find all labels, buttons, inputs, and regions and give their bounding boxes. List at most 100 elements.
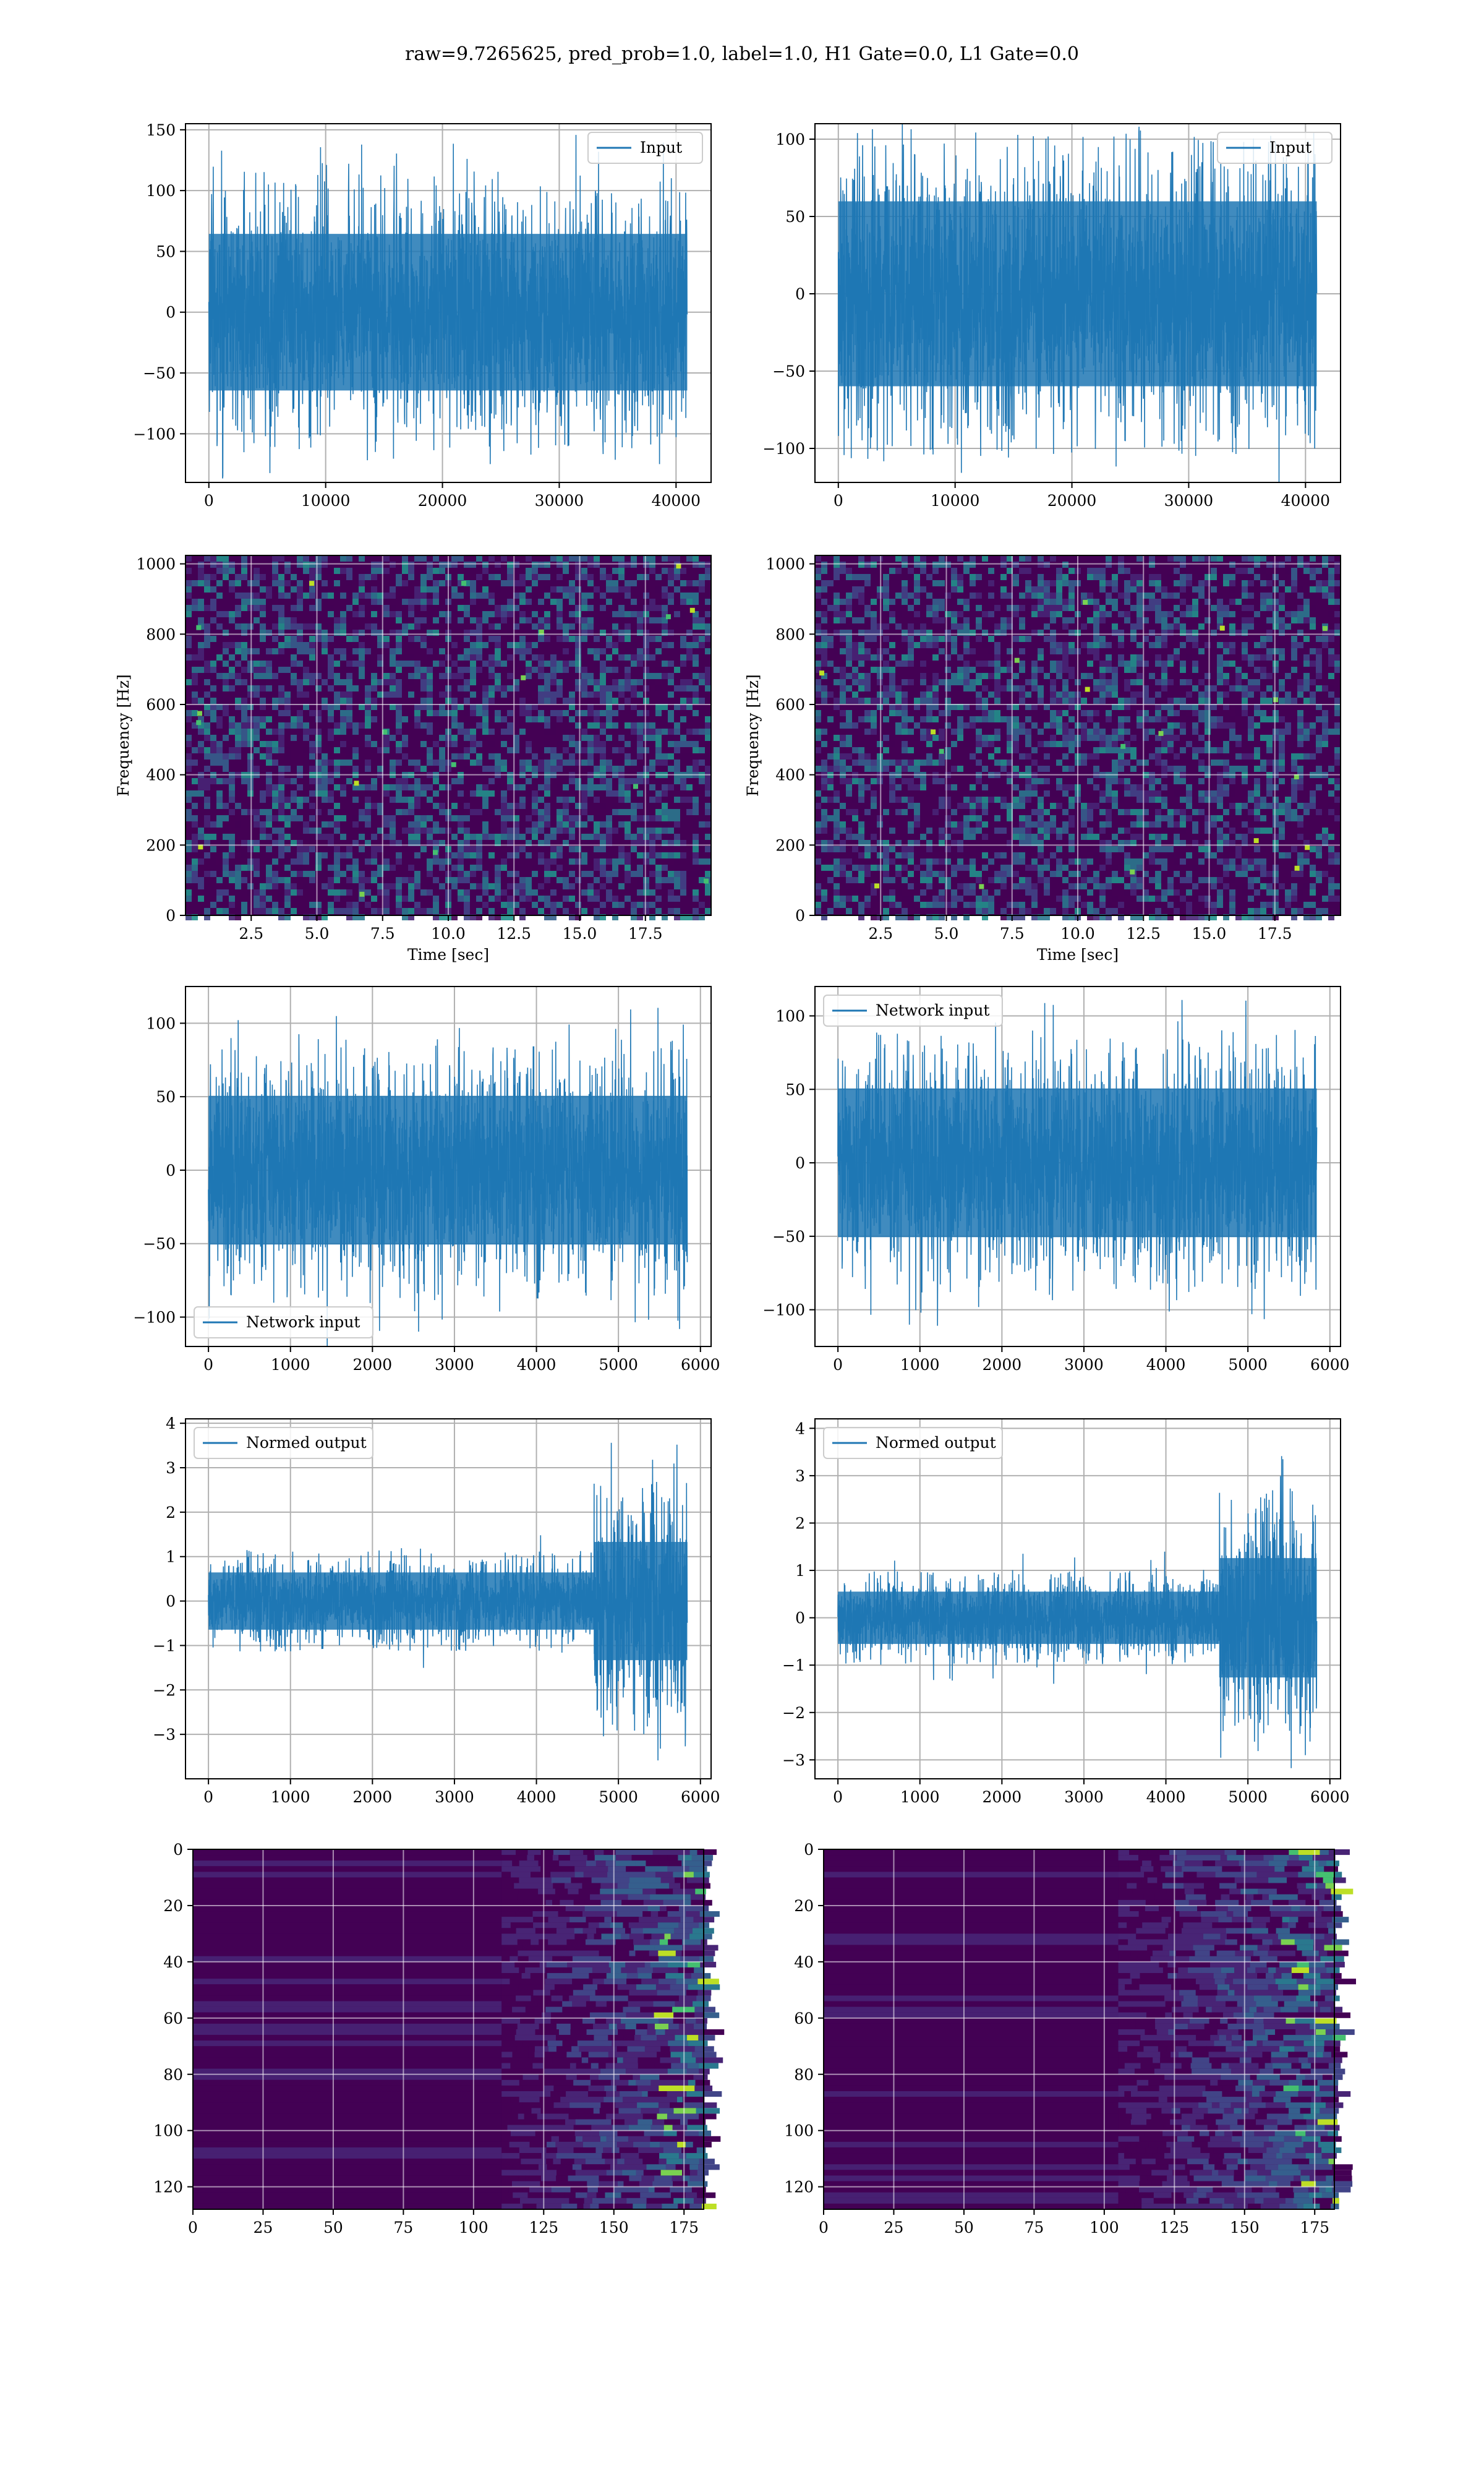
heatmap-cell: [864, 716, 871, 722]
heatmap-cell: [458, 574, 464, 580]
heatmap-cell: [821, 778, 827, 784]
heatmap-cell: [291, 673, 297, 679]
heatmap-cell: [939, 648, 945, 654]
heatmap-cell: [569, 858, 575, 865]
heatmap-cell: [1136, 679, 1143, 685]
heatmap-cell: [192, 834, 198, 840]
heatmap-cell: [1279, 580, 1285, 586]
heatmap-cell: [662, 568, 668, 574]
heatmap-cell: [963, 735, 970, 741]
heatmap-cell: [1291, 667, 1297, 673]
heatmap-cell: [932, 716, 939, 722]
heatmap-cell: [464, 902, 470, 908]
heatmap-cell: [192, 778, 198, 784]
heatmap-cell: [1106, 648, 1112, 654]
heatmap-cell: [365, 735, 371, 741]
heatmap-cell: [297, 630, 303, 636]
heatmap-cell: [210, 667, 216, 673]
heatmap-cell: [1155, 747, 1161, 753]
heatmap-cell: [600, 914, 606, 920]
heatmap-cell: [926, 729, 932, 735]
heatmap-cell: [216, 877, 223, 883]
heatmap-cell: [674, 741, 680, 747]
heatmap-cell: [315, 605, 322, 611]
heatmap-cell: [883, 661, 889, 667]
heatmap-cell: [1099, 617, 1106, 623]
heatmap-cell: [513, 871, 519, 877]
heatmap-cell: [340, 815, 346, 821]
heatmap-cell: [186, 914, 192, 920]
heatmap-cell: [470, 642, 476, 648]
heatmap-cell: [625, 871, 631, 877]
heatmap-cell: [1205, 685, 1211, 691]
heatmap-cell: [932, 568, 939, 574]
heatmap-cell: [902, 593, 908, 599]
heatmap-cell: [247, 778, 254, 784]
heatmap-cell: [507, 803, 513, 809]
heatmap-cell: [328, 834, 334, 840]
heatmap-cell: [315, 593, 322, 599]
heatmap-cell: [334, 555, 340, 562]
heatmap-cell: [216, 821, 223, 828]
heatmap-cell: [464, 914, 470, 920]
heatmap-cell: [693, 710, 699, 716]
heatmap-cell: [544, 685, 550, 691]
heatmap-cell: [600, 691, 606, 698]
heatmap-cell: [513, 685, 519, 691]
heatmap-cell: [1124, 617, 1130, 623]
heatmap-cell: [241, 568, 247, 574]
heatmap-cell: [600, 667, 606, 673]
heatmap-cell: [612, 716, 618, 722]
heatmap-cell: [1254, 778, 1260, 784]
heatmap-cell: [1180, 722, 1186, 729]
heatmap-cell: [821, 605, 827, 611]
heatmap-cell: [210, 803, 216, 809]
heatmap-cell: [877, 685, 883, 691]
heatmap-cell: [309, 840, 315, 846]
heatmap-cell: [544, 877, 550, 883]
heatmap-cell: [458, 852, 464, 858]
heatmap-cell: [1025, 679, 1031, 685]
heatmap-cell: [1254, 716, 1260, 722]
heatmap-cell: [439, 896, 445, 902]
heatmap-cell: [470, 617, 476, 623]
heatmap-cell: [600, 623, 606, 630]
heatmap-cell: [402, 685, 408, 691]
heatmap-cell: [563, 599, 569, 605]
heatmap-cell: [1242, 642, 1248, 648]
heatmap-cell: [1031, 722, 1038, 729]
heatmap-cell: [532, 648, 538, 654]
heatmap-cell: [846, 766, 852, 772]
heatmap-cell: [920, 636, 926, 642]
heatmap-cell: [1223, 648, 1229, 654]
heatmap-cell: [254, 710, 260, 716]
heatmap-cell: [334, 568, 340, 574]
heatmap-cell: [877, 630, 883, 636]
heatmap-cell: [464, 630, 470, 636]
heatmap-cell: [1112, 760, 1118, 766]
heatmap-cell: [322, 778, 328, 784]
heatmap-cell: [668, 735, 674, 741]
heatmap-cell: [1328, 568, 1334, 574]
heatmap-cell: [1081, 623, 1087, 630]
heatmap-cell: [291, 580, 297, 586]
heatmap-cell: [612, 698, 618, 704]
heatmap-cell: [655, 760, 662, 766]
heatmap-cell: [396, 778, 402, 784]
heatmap-cell: [674, 852, 680, 858]
heatmap-hotspot: [461, 581, 467, 586]
heatmap-cell: [1266, 617, 1273, 623]
heatmap-cell: [297, 710, 303, 716]
heatmap-cell: [241, 840, 247, 846]
heatmap-cell: [352, 648, 359, 654]
heatmap-cell: [476, 784, 482, 790]
heatmap-cell: [680, 852, 686, 858]
heatmap-cell: [390, 704, 396, 710]
heatmap-cell: [1186, 611, 1192, 617]
heatmap-cell: [192, 828, 198, 834]
heatmap-cell: [1242, 593, 1248, 599]
heatmap-cell: [482, 729, 488, 735]
heatmap-cell: [988, 729, 994, 735]
heatmap-cell: [433, 648, 439, 654]
heatmap-cell: [1260, 722, 1266, 729]
